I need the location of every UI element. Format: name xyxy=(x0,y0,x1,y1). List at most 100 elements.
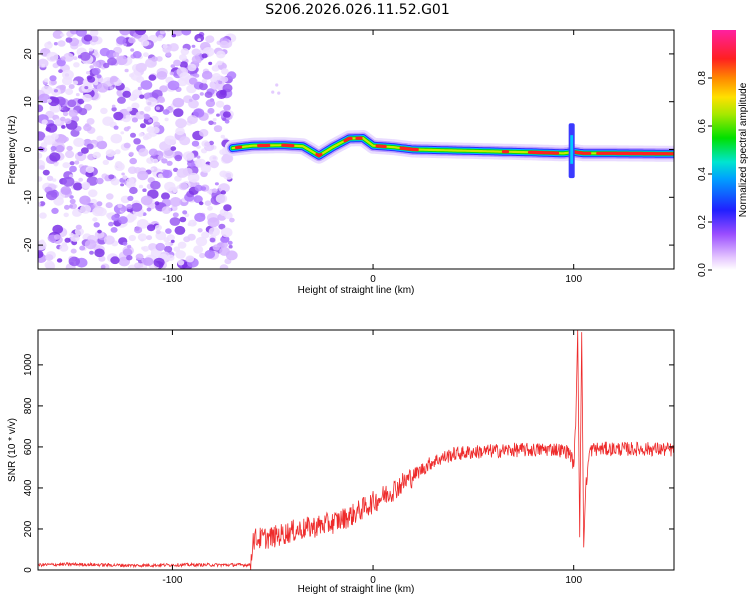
noise-blob xyxy=(87,76,96,83)
noise-blob xyxy=(84,86,89,90)
noise-blob xyxy=(191,44,196,48)
noise-blob xyxy=(162,148,175,159)
noise-blob xyxy=(116,36,127,45)
noise-blob xyxy=(229,217,235,223)
noise-blob xyxy=(59,84,66,91)
x-tick-label: -100 xyxy=(162,274,182,285)
noise-blob xyxy=(218,80,223,85)
noise-blob xyxy=(172,212,179,218)
noise-blob xyxy=(120,183,125,187)
noise-blob xyxy=(62,176,75,187)
noise-blob xyxy=(132,51,142,59)
noise-blob xyxy=(135,253,144,261)
noise-blob xyxy=(143,113,150,119)
colorbar-label: Normalized spectral amplitude xyxy=(738,82,749,217)
noise-blob xyxy=(69,195,74,199)
noise-blob xyxy=(92,61,100,67)
noise-blob xyxy=(182,210,188,215)
noise-blob xyxy=(139,94,145,99)
noise-blob xyxy=(52,30,64,39)
noise-blob xyxy=(100,107,108,115)
x-tick-label: 0 xyxy=(370,274,376,285)
noise-blob xyxy=(211,65,220,72)
noise-blob xyxy=(223,204,232,212)
noise-blob xyxy=(122,175,128,180)
noise-blob xyxy=(152,158,159,164)
noise-blob xyxy=(88,189,98,198)
noise-blob xyxy=(175,118,187,129)
noise-blob xyxy=(64,118,72,125)
noise-blob xyxy=(150,180,161,190)
noise-blob xyxy=(103,235,115,245)
noise-blob xyxy=(153,121,161,128)
noise-blob xyxy=(93,49,98,53)
noise-blob xyxy=(164,135,177,146)
noise-blob xyxy=(60,56,66,61)
noise-blob xyxy=(86,176,99,186)
noise-blob xyxy=(191,140,200,147)
noise-blob xyxy=(179,72,190,82)
noise-blob xyxy=(111,104,116,108)
noise-blob xyxy=(56,58,66,67)
noise-blob xyxy=(131,102,140,110)
noise-blob xyxy=(222,242,229,248)
noise-blob xyxy=(126,255,133,261)
noise-blob xyxy=(96,83,109,93)
noise-blob xyxy=(111,107,117,112)
snr-y-axis-label: SNR (10 * v/v) xyxy=(7,418,18,482)
noise-blob xyxy=(187,63,197,72)
x-tick-label: 0 xyxy=(370,575,376,586)
noise-blob xyxy=(96,135,104,142)
noise-blob xyxy=(193,245,204,254)
noise-blob xyxy=(172,97,185,108)
noise-blob xyxy=(38,58,49,68)
ridge-peak-segment xyxy=(572,150,592,155)
noise-blob xyxy=(150,167,155,171)
noise-blob xyxy=(44,41,53,49)
spectrogram-marks xyxy=(38,30,674,269)
noise-blob xyxy=(49,75,57,82)
noise-blob xyxy=(170,146,177,152)
noise-blob xyxy=(166,160,173,166)
noise-blob xyxy=(172,188,178,193)
colorbar-gradient xyxy=(712,30,736,270)
noise-blob xyxy=(161,158,168,164)
noise-blob xyxy=(194,212,206,222)
colorbar-tick-label: 0.8 xyxy=(697,71,708,85)
snr-x-axis-label: Height of straight line (km) xyxy=(298,584,415,595)
noise-blob xyxy=(72,56,78,60)
noise-blob xyxy=(78,177,84,182)
noise-blob xyxy=(72,80,79,86)
noise-blob xyxy=(187,115,198,125)
noise-blob xyxy=(221,76,229,83)
noise-blob xyxy=(127,166,137,174)
noise-blob xyxy=(146,157,155,164)
noise-blob xyxy=(68,84,75,90)
y-tick-label: 0 xyxy=(23,146,34,152)
noise-blob xyxy=(92,151,101,159)
noise-blob xyxy=(176,168,189,178)
noise-blob xyxy=(188,98,193,102)
noise-blob xyxy=(62,69,74,80)
colorbar-tick-label: 0.6 xyxy=(697,119,708,133)
y-tick-label: -20 xyxy=(23,237,34,252)
noise-blob xyxy=(199,92,204,96)
noise-blob xyxy=(179,136,191,146)
noise-blob xyxy=(209,80,220,90)
noise-blob xyxy=(62,162,70,169)
noise-blob xyxy=(141,246,146,250)
noise-blob xyxy=(55,145,65,153)
noise-blob xyxy=(135,111,146,120)
noise-blob xyxy=(106,193,114,200)
noise-blob xyxy=(111,214,120,222)
noise-blob xyxy=(169,71,174,76)
noise-blob xyxy=(130,48,135,52)
noise-blob xyxy=(75,93,80,97)
noise-blob xyxy=(228,244,233,249)
noise-blob xyxy=(185,255,195,263)
noise-blob xyxy=(224,119,230,124)
noise-blob xyxy=(46,175,54,181)
